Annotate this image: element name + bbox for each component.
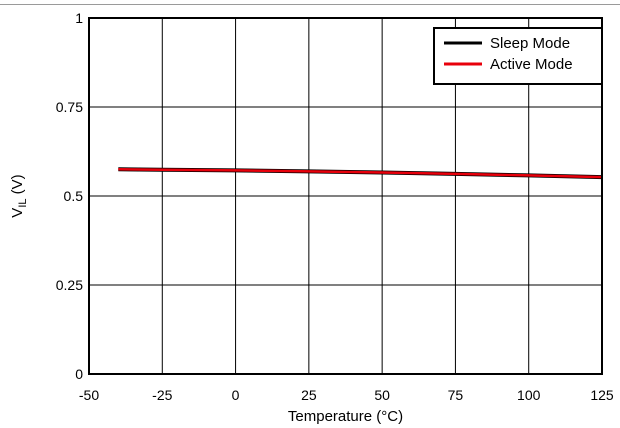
x-axis-title: Temperature (°C) bbox=[288, 408, 403, 425]
series-layer bbox=[118, 167, 603, 180]
y-tick-label: 0.5 bbox=[64, 188, 84, 204]
y-tick-label: 1 bbox=[75, 10, 83, 26]
x-tick-label: 75 bbox=[448, 387, 464, 403]
x-tick-label: -25 bbox=[152, 387, 172, 403]
y-axis-title: VIL (V) bbox=[9, 174, 29, 217]
legend-label-sleep-mode: Sleep Mode bbox=[490, 35, 570, 52]
legend: Sleep Mode Active Mode bbox=[433, 27, 603, 85]
y-axis-title-main: V bbox=[9, 208, 26, 218]
y-axis-title-subscript: IL bbox=[17, 198, 29, 207]
x-tick-label: 25 bbox=[301, 387, 317, 403]
x-tick-label: 50 bbox=[374, 387, 390, 403]
y-axis-title-unit: (V) bbox=[9, 174, 26, 198]
y-tick-labels: 0 0.25 0.5 0.75 1 bbox=[56, 10, 83, 382]
y-tick-label: 0 bbox=[75, 366, 83, 382]
top-rule bbox=[0, 4, 620, 5]
x-tick-label: 0 bbox=[232, 387, 240, 403]
x-tick-label: 100 bbox=[517, 387, 541, 403]
x-tick-labels: -50 -25 0 25 50 75 100 125 bbox=[79, 387, 614, 403]
x-tick-label: -50 bbox=[79, 387, 99, 403]
series-line-active-mode bbox=[118, 168, 603, 179]
x-tick-label: 125 bbox=[590, 387, 614, 403]
y-tick-label: 0.25 bbox=[56, 277, 83, 293]
legend-box bbox=[433, 27, 603, 85]
y-tick-label: 0.75 bbox=[56, 99, 83, 115]
plot-frame bbox=[88, 17, 603, 375]
legend-label-active-mode: Active Mode bbox=[490, 56, 573, 73]
